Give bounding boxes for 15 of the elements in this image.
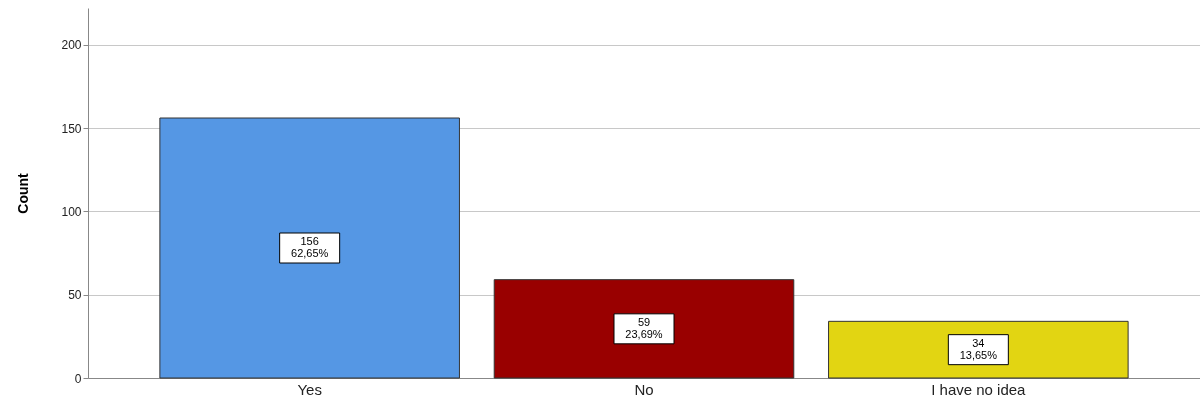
bar xyxy=(828,320,1129,379)
bar xyxy=(493,279,795,379)
data-label: 34 13,65% xyxy=(959,336,998,361)
data-label: 156 62,65% xyxy=(291,235,329,259)
bar xyxy=(159,117,460,379)
y-axis-title: Count xyxy=(15,172,32,214)
data-label: 59 23,69% xyxy=(625,315,663,340)
x-tick-label: Yes xyxy=(297,380,322,398)
y-tick-label: 200 xyxy=(61,38,82,53)
y-tick-label: 50 xyxy=(68,288,82,303)
x-tick-label: No xyxy=(634,380,654,398)
y-tick-label: 150 xyxy=(61,121,82,136)
y-tick-label: 0 xyxy=(74,371,82,386)
y-tick-label: 100 xyxy=(61,204,82,219)
x-tick-label: I have no idea xyxy=(931,380,1027,398)
